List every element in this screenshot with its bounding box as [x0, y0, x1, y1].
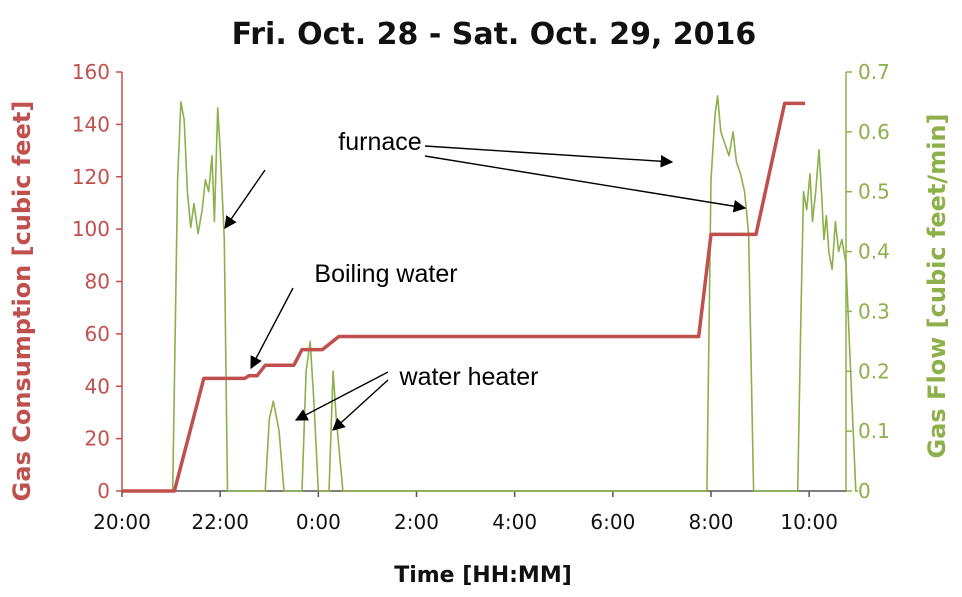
- x-tick-label: 2:00: [394, 510, 439, 534]
- y-left-tick-label: 120: [72, 165, 110, 189]
- annotation-arrow: [424, 155, 747, 213]
- annotation-layer: furnace Boiling water water heater: [224, 128, 747, 431]
- y-left-tick-label: 40: [85, 374, 110, 398]
- gas-consumption-line: [122, 101, 806, 493]
- y-left-tick-label: 60: [85, 322, 110, 346]
- annotation-boiling-water: Boiling water: [314, 260, 457, 288]
- x-tick-label: 20:00: [93, 510, 151, 534]
- y-right-tick-label: 0.1: [858, 419, 890, 443]
- y-right-tick-label: 0.4: [858, 240, 890, 264]
- y-axis-left-label: Gas Consumption [cubic feet]: [8, 101, 36, 502]
- y-right-tick-label: 0.3: [858, 299, 890, 323]
- y-right-tick-label: 0: [858, 479, 871, 503]
- y-right-tick-label: 0.2: [858, 359, 890, 383]
- annotation-water-heater: water heater: [399, 363, 539, 391]
- x-tick-label: 8:00: [689, 510, 734, 534]
- y-left-tick-label: 100: [72, 217, 110, 241]
- x-axis: 20:00 22:00 0:00 2:00 4:00 6:00 8:00 10:00: [93, 490, 846, 534]
- y-right-tick-label: 0.5: [858, 180, 890, 204]
- x-tick-label: 10:00: [780, 510, 838, 534]
- x-axis-label: Time [HH:MM]: [394, 563, 572, 588]
- x-tick-label: 0:00: [296, 510, 341, 534]
- y-left-tick-label: 20: [85, 427, 110, 451]
- x-tick-label: 6:00: [590, 510, 635, 534]
- series-layer: [122, 95, 859, 493]
- x-tick-label: 4:00: [492, 510, 537, 534]
- annotation-arrow: [224, 169, 266, 230]
- chart-title: Fri. Oct. 28 - Sat. Oct. 29, 2016: [232, 17, 757, 52]
- y-left-tick-label: 140: [72, 112, 110, 136]
- annotation-arrow: [250, 287, 294, 370]
- annotation-arrow: [332, 379, 389, 431]
- annotation-arrow: [294, 371, 389, 421]
- y-left-tick-label: 0: [97, 479, 110, 503]
- y-axis-right-label: Gas Flow [cubic feet/min]: [923, 114, 951, 459]
- annotation-furnace: furnace: [338, 128, 421, 156]
- x-tick-label: 22:00: [191, 510, 249, 534]
- y-left-tick-label: 160: [72, 60, 110, 84]
- y-left-tick-label: 80: [85, 270, 110, 294]
- annotation-arrow: [424, 145, 674, 168]
- y-right-tick-label: 0.6: [858, 120, 890, 144]
- right-axis: 0 0.1 0.2 0.3 0.4 0.5 0.6 0.7: [845, 60, 890, 503]
- gas-flow-line: [122, 95, 859, 492]
- left-axis: 0 20 40 60 80 100 120 140 160: [72, 60, 123, 503]
- y-right-tick-label: 0.7: [858, 60, 890, 84]
